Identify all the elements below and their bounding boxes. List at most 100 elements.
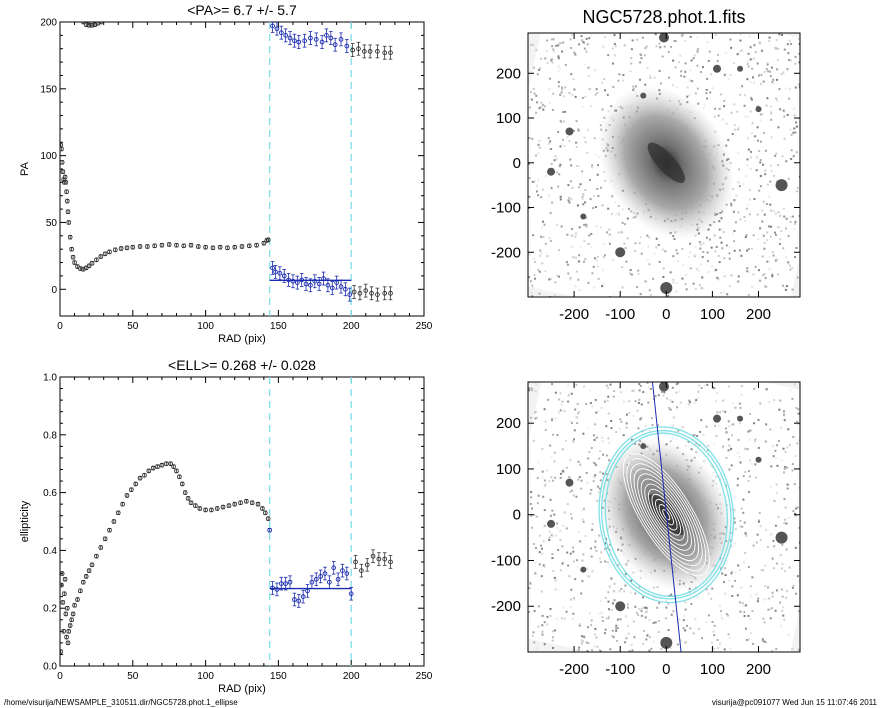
noise-pixel: [536, 184, 539, 187]
noise-pixel: [565, 610, 568, 613]
data-point: [286, 277, 291, 283]
noise-pixel: [788, 444, 791, 447]
noise-pixel: [738, 185, 741, 188]
noise-pixel: [780, 567, 783, 570]
noise-pixel: [763, 273, 766, 276]
image-frame: [527, 32, 801, 298]
noise-pixel: [545, 469, 548, 472]
noise-pixel: [547, 137, 550, 140]
noise-pixel: [770, 170, 773, 173]
noise-pixel: [663, 391, 666, 394]
noise-pixel: [557, 57, 560, 60]
noise-pixel: [588, 88, 591, 91]
data-point: [332, 42, 338, 48]
noise-pixel: [629, 272, 632, 275]
noise-pixel: [706, 41, 709, 44]
noise-pixel: [582, 432, 585, 435]
noise-pixel: [734, 579, 737, 582]
noise-pixel: [640, 252, 643, 255]
noise-pixel: [717, 254, 720, 257]
noise-pixel: [791, 586, 794, 589]
noise-pixel: [746, 448, 749, 451]
noise-pixel: [575, 383, 578, 386]
noise-pixel: [611, 635, 614, 638]
noise-pixel: [589, 547, 592, 550]
noise-pixel: [595, 411, 598, 414]
noise-pixel: [595, 259, 598, 262]
noise-pixel: [710, 597, 713, 600]
noise-pixel: [729, 647, 732, 650]
noise-pixel: [714, 269, 717, 272]
noise-pixel: [784, 450, 787, 453]
noise-pixel: [783, 618, 786, 621]
noise-pixel: [580, 639, 583, 642]
noise-pixel: [575, 145, 578, 148]
noise-pixel: [766, 546, 769, 549]
noise-pixel: [669, 440, 672, 443]
noise-pixel: [592, 480, 595, 483]
noise-pixel: [578, 646, 581, 649]
x-tick-label: 150: [270, 671, 287, 682]
y-axis-label: ellipticity: [19, 500, 31, 542]
noise-pixel: [724, 410, 727, 413]
noise-pixel: [780, 459, 783, 462]
noise-pixel: [548, 237, 551, 240]
noise-pixel: [675, 86, 678, 89]
noise-pixel: [590, 624, 593, 627]
noise-pixel: [788, 88, 791, 91]
noise-pixel: [536, 101, 539, 104]
field-star: [580, 566, 587, 573]
noise-pixel: [781, 595, 784, 598]
noise-pixel: [543, 223, 546, 226]
noise-pixel: [659, 82, 662, 85]
noise-pixel: [580, 35, 583, 38]
noise-pixel: [782, 284, 785, 287]
noise-pixel: [569, 180, 572, 183]
data-point: [66, 628, 72, 634]
noise-pixel: [696, 435, 699, 438]
noise-pixel: [541, 262, 544, 265]
noise-pixel: [689, 242, 692, 245]
noise-pixel: [538, 292, 541, 295]
noise-pixel: [670, 647, 673, 650]
noise-pixel: [787, 52, 790, 55]
noise-pixel: [583, 239, 586, 242]
noise-pixel: [750, 150, 753, 153]
y-tick-label: 200: [40, 18, 57, 29]
noise-pixel: [586, 567, 589, 570]
noise-pixel: [766, 586, 769, 589]
noise-pixel: [574, 232, 577, 235]
noise-pixel: [718, 261, 721, 264]
noise-pixel: [581, 170, 584, 173]
noise-pixel: [726, 614, 729, 617]
noise-pixel: [727, 449, 730, 452]
noise-pixel: [639, 53, 642, 56]
noise-pixel: [731, 232, 734, 235]
noise-pixel: [554, 629, 557, 632]
noise-pixel: [592, 265, 595, 268]
noise-pixel: [740, 393, 743, 396]
panel-title: <ELL>= 0.268 +/- 0.028: [168, 357, 316, 373]
noise-pixel: [765, 203, 768, 206]
noise-pixel: [594, 153, 597, 156]
noise-pixel: [538, 107, 541, 110]
noise-pixel: [716, 276, 719, 279]
noise-pixel: [783, 419, 786, 422]
noise-pixel: [574, 256, 577, 259]
noise-pixel: [725, 457, 728, 460]
noise-pixel: [798, 214, 800, 217]
noise-pixel: [708, 50, 711, 53]
noise-pixel: [660, 391, 663, 394]
noise-pixel: [775, 562, 778, 565]
noise-pixel: [611, 47, 614, 50]
data-point: [62, 174, 68, 180]
noise-pixel: [658, 260, 661, 263]
data-point: [361, 49, 367, 54]
noise-pixel: [538, 146, 541, 149]
noise-pixel: [576, 565, 579, 568]
noise-pixel: [774, 231, 777, 234]
noise-pixel: [619, 418, 622, 421]
data-point: [331, 565, 337, 571]
inner-contour: [658, 504, 674, 526]
noise-pixel: [722, 445, 725, 448]
